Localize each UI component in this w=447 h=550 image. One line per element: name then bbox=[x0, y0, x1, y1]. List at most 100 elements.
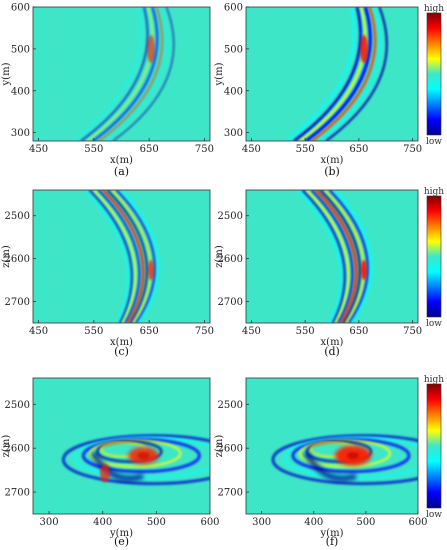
plot-frame-a bbox=[32, 6, 211, 142]
wavefront-band-d-5 bbox=[314, 190, 359, 323]
y-axis-label-b: y(m) bbox=[214, 62, 225, 86]
tail-band-e bbox=[90, 451, 145, 482]
plot-frame-d bbox=[245, 189, 419, 324]
wavefront-band-a-7 bbox=[112, 7, 175, 141]
x-tick-label-b-4: 750 bbox=[403, 144, 422, 155]
colorbar-d bbox=[426, 195, 442, 318]
wavefront-band-c-5 bbox=[101, 190, 145, 323]
x-tick-label-d-4: 750 bbox=[403, 326, 422, 337]
colorbar-low-label-d: low bbox=[426, 319, 442, 329]
y-axis-label-c: z(m) bbox=[1, 245, 12, 268]
panel-caption-c: (c) bbox=[114, 345, 129, 358]
y-tick-label-b-4: 600 bbox=[224, 3, 243, 14]
plot-area-d bbox=[246, 190, 418, 323]
wavefront-band-b-2 bbox=[293, 7, 362, 141]
swirl-ring-e-5 bbox=[96, 440, 163, 463]
panel-c: 450 550 650 750 2500 2600 2700 x(m) z(m) (c) bbox=[1, 189, 214, 358]
y-tick-label-f-2: 2600 bbox=[218, 444, 243, 455]
y-tick-label-c-2: 2600 bbox=[5, 254, 30, 265]
wavefront-band-b-5 bbox=[311, 7, 377, 141]
x-tick-label-d-1: 450 bbox=[242, 326, 261, 337]
x-tick-label-f-1: 300 bbox=[252, 517, 271, 528]
wavefront-band-c-4 bbox=[97, 190, 141, 323]
hotspot-core-f bbox=[346, 452, 359, 460]
plot-frame-e bbox=[32, 377, 211, 515]
panel-e: 300 400 500 600 2500 2600 2700 y(m) z(m) (e) bbox=[1, 377, 220, 548]
wavefront-band-d-6 bbox=[319, 190, 362, 323]
panel-a: 450 550 650 750 300 400 500 600 x(m) y(m) (a) bbox=[1, 3, 214, 179]
x-axis-label-e: y(m) bbox=[109, 528, 133, 539]
y-tick-label-a-4: 600 bbox=[11, 3, 30, 14]
hotspot-d bbox=[361, 260, 367, 280]
panel-caption-f: (f) bbox=[326, 535, 339, 548]
wavefront-band-c-2 bbox=[88, 190, 133, 323]
wavefront-band-c-1 bbox=[84, 190, 130, 323]
x-tick-label-d-2: 550 bbox=[296, 326, 315, 337]
x-tick-label-f-3: 500 bbox=[356, 517, 375, 528]
wavefront-band-a-1 bbox=[72, 7, 142, 141]
y-tick-label-a-3: 500 bbox=[11, 44, 30, 55]
x-tick-label-d-3: 650 bbox=[349, 326, 368, 337]
panel-f: 300 400 500 600 2500 2600 2700 y(m) z(m) (f) high l… bbox=[214, 375, 444, 548]
hotspot-b bbox=[360, 35, 368, 63]
colorbar-low-label-b: low bbox=[426, 137, 442, 147]
x-axis-label-a: x(m) bbox=[110, 155, 133, 166]
y-tick-label-e-3: 2700 bbox=[5, 488, 30, 499]
x-tick-label-a-1: 450 bbox=[29, 144, 48, 155]
swirl-ring-f-2 bbox=[283, 436, 418, 479]
heatmap-field-c bbox=[84, 190, 160, 323]
wavefront-band-d-8 bbox=[328, 190, 369, 323]
wavefront-band-d-1 bbox=[297, 190, 343, 323]
wavefront-band-b-4 bbox=[305, 7, 372, 141]
x-tick-label-c-1: 450 bbox=[29, 326, 48, 337]
y-axis-label-d: z(m) bbox=[214, 245, 225, 268]
wavefront-band-c-6 bbox=[106, 190, 149, 323]
y-tick-label-e-2: 2600 bbox=[5, 444, 30, 455]
wavefront-band-b-6 bbox=[317, 7, 382, 141]
y-tick-label-b-2: 400 bbox=[224, 86, 243, 97]
y-tick-label-a-1: 300 bbox=[11, 128, 30, 139]
x-axis-label-c: x(m) bbox=[110, 337, 133, 348]
wavefront-band-d-7 bbox=[324, 190, 366, 323]
panel-b: 450 550 650 750 300 400 500 600 x(m) y(m) (b) high l… bbox=[214, 3, 444, 179]
x-axis-label-b: x(m) bbox=[321, 155, 344, 166]
heatmap-field-e bbox=[61, 434, 210, 486]
y-axis-label-e: z(m) bbox=[1, 435, 12, 458]
swirl-ring-e-1 bbox=[61, 434, 210, 486]
y-tick-label-e-1: 2500 bbox=[5, 400, 30, 411]
panel-d: 450 550 650 750 2500 2600 2700 x(m) z(m) (d) high l… bbox=[214, 187, 444, 358]
x-axis-label-f: y(m) bbox=[320, 528, 344, 539]
colorbar-high-label-f: high bbox=[424, 375, 444, 385]
plot-frame-c bbox=[32, 189, 211, 324]
x-tick-label-f-2: 400 bbox=[304, 517, 323, 528]
x-tick-label-a-3: 650 bbox=[140, 144, 159, 155]
wavefront-band-a-6 bbox=[104, 7, 168, 141]
y-tick-label-c-3: 2700 bbox=[5, 297, 30, 308]
hotspot-c bbox=[148, 260, 154, 280]
plot-frame-f bbox=[245, 377, 419, 515]
wavefront-band-d-2 bbox=[301, 190, 346, 323]
x-tick-label-b-3: 650 bbox=[349, 144, 368, 155]
wavefront-band-b-1 bbox=[285, 7, 356, 141]
wavefront-band-b-3 bbox=[299, 7, 367, 141]
wavefront-band-a-5 bbox=[98, 7, 164, 141]
panel-caption-d: (d) bbox=[324, 345, 340, 358]
y-tick-label-f-3: 2700 bbox=[218, 488, 243, 499]
colorbar-b bbox=[426, 12, 442, 136]
swirl-ring-f-1 bbox=[271, 434, 418, 486]
y-axis-label-a: y(m) bbox=[1, 62, 12, 86]
x-tick-label-f-4: 600 bbox=[408, 517, 427, 528]
y-tick-label-b-1: 300 bbox=[224, 128, 243, 139]
wavefront-band-b-7 bbox=[325, 7, 388, 141]
x-tick-label-c-4: 750 bbox=[195, 326, 214, 337]
colorbar-high-label-b: high bbox=[424, 4, 444, 14]
hotspot-a bbox=[147, 35, 155, 63]
y-tick-label-f-1: 2500 bbox=[218, 400, 243, 411]
x-tick-label-e-2: 400 bbox=[93, 517, 112, 528]
y-axis-label-f: z(m) bbox=[214, 435, 225, 458]
colorbar-low-label-f: low bbox=[426, 510, 442, 520]
x-tick-label-a-4: 750 bbox=[195, 144, 214, 155]
x-tick-label-e-4: 600 bbox=[200, 517, 219, 528]
x-tick-label-e-1: 300 bbox=[40, 517, 59, 528]
